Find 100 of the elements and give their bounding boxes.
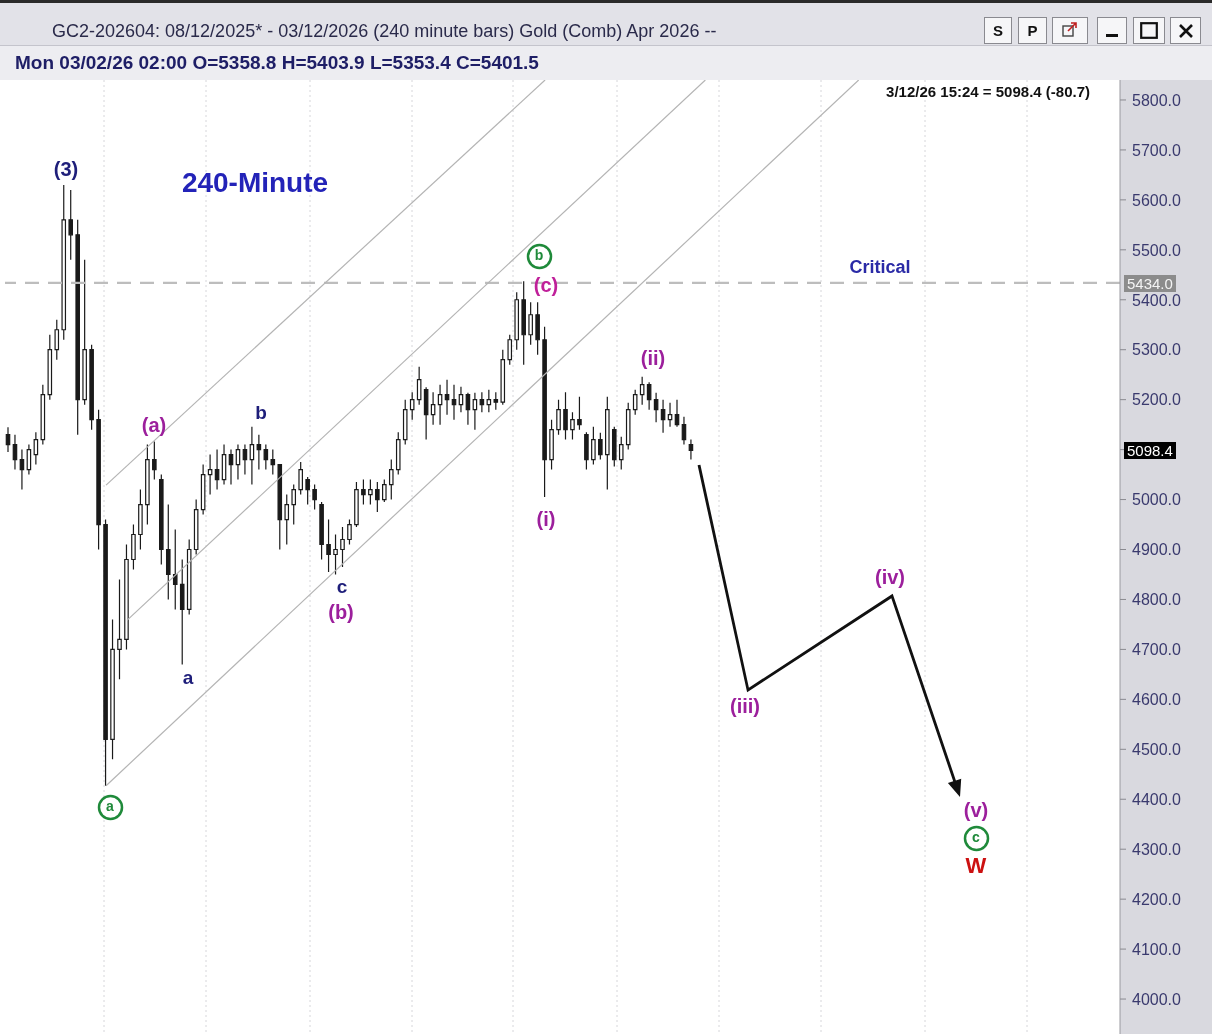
candlestick <box>402 399 408 446</box>
candlestick <box>507 334 513 366</box>
candlestick <box>277 464 283 551</box>
candlestick <box>618 436 624 471</box>
annotation: c <box>336 575 348 597</box>
y-tick-label: 5400.0 <box>1132 291 1182 309</box>
candlestick <box>368 478 373 506</box>
y-tick-label: 4800.0 <box>1132 591 1182 609</box>
candlestick <box>47 334 53 401</box>
candlestick <box>179 558 185 665</box>
candlestick <box>145 444 150 526</box>
candlestick <box>165 503 171 601</box>
candlestick <box>528 301 533 346</box>
chart-subtitle: Mon 03/02/26 02:00 O=5358.8 H=5403.9 L=5353.4 C=5401.5 <box>15 52 539 73</box>
annotation: 3/12/26 15:24 = 5098.4 (-80.7) <box>886 82 1090 100</box>
candlestick <box>395 431 401 476</box>
y-tick-label: 5500.0 <box>1132 241 1182 259</box>
y-tick-label: 4400.0 <box>1132 791 1182 809</box>
annotation: (a) <box>141 414 167 436</box>
candlestick <box>214 449 220 491</box>
candlestick <box>458 386 464 413</box>
y-tick-label: 4600.0 <box>1132 691 1182 709</box>
y-tick-label: 5700.0 <box>1132 141 1182 159</box>
candlestick <box>605 396 610 491</box>
candlestick <box>186 538 192 616</box>
candlestick <box>291 483 297 526</box>
candlestick <box>124 543 129 650</box>
candlestick <box>270 449 276 476</box>
candlestick <box>556 399 561 436</box>
candlestick <box>667 402 673 428</box>
candlestick <box>361 478 366 506</box>
chart-title: GC2-202604: 08/12/2025* - 03/12/2026 (240 minute bars) Gold (Comb) Apr 2026 -- <box>52 21 717 41</box>
candlestick <box>584 431 589 471</box>
annotation: (ii) <box>640 347 666 369</box>
candlestick <box>625 402 631 451</box>
candlestick <box>319 501 324 561</box>
candlestick <box>632 389 638 416</box>
annotation: W <box>965 852 987 878</box>
candlestick <box>19 449 25 491</box>
y-tick-label: 4100.0 <box>1132 940 1182 958</box>
y-tick-label: 4200.0 <box>1132 890 1182 908</box>
y-tick-label: 5800.0 <box>1132 91 1182 109</box>
y-tick-label: 5600.0 <box>1132 191 1182 209</box>
candlestick <box>207 454 213 496</box>
candlestick <box>409 391 415 421</box>
candlestick <box>653 392 659 423</box>
candlestick <box>423 386 429 441</box>
candlestick <box>82 259 87 406</box>
candlestick <box>256 434 262 471</box>
candlestick <box>388 459 394 501</box>
annotation: (iv) <box>875 566 905 588</box>
candlestick <box>660 399 666 434</box>
candlestick <box>152 441 157 481</box>
candlestick <box>89 344 94 431</box>
candlestick <box>96 409 101 551</box>
candlestick <box>549 419 554 471</box>
candlestick <box>333 533 338 576</box>
candlestick <box>521 280 526 366</box>
candlestick <box>591 426 596 466</box>
candlestick <box>298 461 303 496</box>
candlestick <box>639 376 645 406</box>
candlestick <box>465 392 471 426</box>
candlestick <box>40 384 46 446</box>
candlestick <box>382 478 387 503</box>
text: 5434.0 <box>1127 274 1173 292</box>
candlestick <box>444 379 450 416</box>
candlestick <box>563 391 568 441</box>
y-tick-label: 4000.0 <box>1132 990 1182 1008</box>
candlestick <box>493 391 499 411</box>
candlestick <box>611 426 617 468</box>
toolbar-button: P <box>1018 17 1047 44</box>
candlestick <box>305 476 310 506</box>
annotation: b <box>255 401 267 423</box>
candlestick <box>138 488 143 551</box>
candlestick <box>500 349 506 406</box>
annotation: (b) <box>328 601 354 623</box>
candlestick <box>354 481 359 528</box>
candlestick <box>235 444 241 481</box>
candlestick <box>117 578 122 680</box>
y-tick-label: 4700.0 <box>1132 641 1182 659</box>
y-tick-label: 4500.0 <box>1132 741 1182 759</box>
candlestick <box>193 498 199 556</box>
candlestick <box>437 384 443 426</box>
candlestick <box>416 366 422 406</box>
candlestick <box>430 391 436 426</box>
candlestick <box>688 439 694 461</box>
candlestick <box>54 319 60 361</box>
candlestick <box>33 431 39 466</box>
candlestick <box>159 473 164 566</box>
candlestick <box>514 291 520 351</box>
candlestick <box>577 396 582 431</box>
candlestick <box>674 399 680 428</box>
candlestick <box>340 526 345 568</box>
annotation: c <box>972 829 980 846</box>
candlestick <box>103 518 108 787</box>
y-tick-label: 5300.0 <box>1132 341 1182 359</box>
annotation: b <box>534 247 544 264</box>
annotation: (i) <box>536 508 556 530</box>
candlestick <box>131 523 136 571</box>
candlestick <box>326 518 331 573</box>
